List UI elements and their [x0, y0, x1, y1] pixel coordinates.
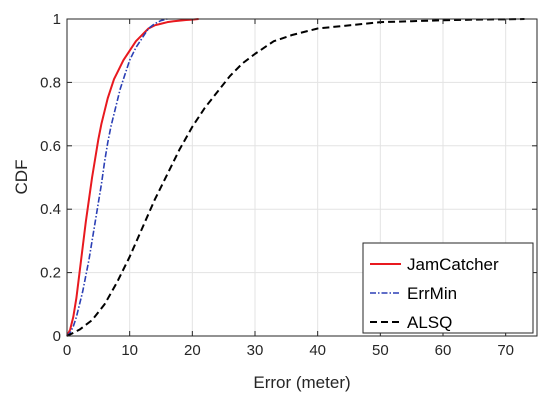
y-tick-label: 0.2 [40, 265, 61, 282]
legend-label-jamcatcher: JamCatcher [407, 255, 499, 274]
x-tick-label: 30 [247, 342, 264, 359]
legend: JamCatcher ErrMin ALSQ [362, 242, 534, 334]
series-lines [66, 18, 525, 337]
y-axis-label: CDF [12, 160, 31, 195]
legend-items: JamCatcher ErrMin ALSQ [370, 255, 499, 332]
x-axis-label: Error (meter) [253, 373, 350, 392]
y-tick-label: 0.8 [40, 74, 61, 91]
axis-ticks: 0 10 20 30 40 50 60 70 0 0.2 0.4 0.6 0.8 1 [40, 11, 537, 359]
legend-label-alsq: ALSQ [407, 313, 452, 332]
x-tick-label: 10 [121, 342, 138, 359]
y-tick-label: 0.6 [40, 138, 61, 155]
y-tick-label: 1 [53, 11, 61, 28]
x-tick-label: 60 [435, 342, 452, 359]
x-tick-label: 70 [497, 342, 514, 359]
series-line-alsq [66, 18, 525, 337]
x-tick-label: 20 [184, 342, 201, 359]
legend-box [362, 242, 534, 334]
plot-frame [66, 18, 538, 337]
y-tick-label: 0 [53, 328, 61, 345]
series-line-jamcatcher [66, 18, 199, 337]
x-tick-label: 50 [372, 342, 389, 359]
y-tick-label: 0.4 [40, 201, 61, 218]
series-line-errmin [66, 18, 168, 337]
legend-label-errmin: ErrMin [407, 284, 457, 303]
x-tick-label: 40 [309, 342, 326, 359]
x-tick-label: 0 [63, 342, 71, 359]
